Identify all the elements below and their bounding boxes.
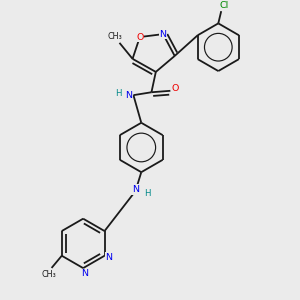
Text: H: H [144,190,150,199]
Text: N: N [132,185,139,194]
Text: O: O [136,32,143,41]
Text: H: H [115,89,122,98]
Text: N: N [160,30,167,39]
Text: CH₃: CH₃ [108,32,122,41]
Text: N: N [81,269,88,278]
Text: Cl: Cl [220,1,229,10]
Text: N: N [105,253,112,262]
Text: N: N [126,91,133,100]
Text: O: O [172,84,179,93]
Text: CH₃: CH₃ [41,270,56,279]
